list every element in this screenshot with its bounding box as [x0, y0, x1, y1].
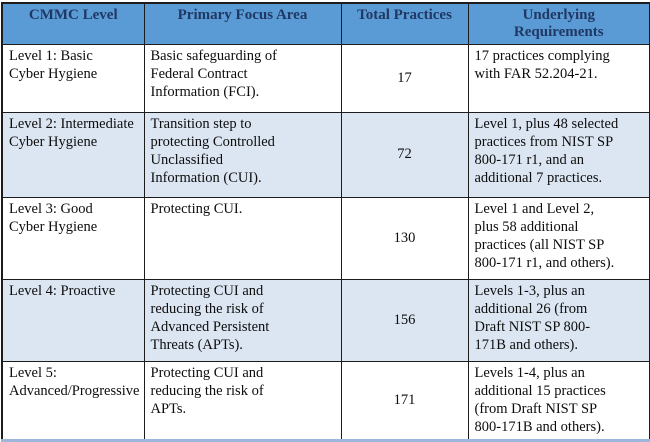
cell-primary-focus: Protecting CUI and reducing the risk of … [143, 278, 342, 362]
column-header-total-practices: Total Practices [340, 2, 469, 45]
table-row-level-2: Level 2: Intermediate Cyber Hygiene Tran… [1, 111, 650, 198]
cell-underlying-requirements: Level 1, plus 48 selected practices from… [467, 111, 650, 198]
table-row-level-3: Level 3: Good Cyber Hygiene Protecting C… [1, 196, 650, 280]
column-header-primary-focus-area: Primary Focus Area [143, 2, 342, 45]
column-header-cmmc-level: CMMC Level [1, 2, 145, 45]
cell-cmmc-level: Level 2: Intermediate Cyber Hygiene [1, 111, 145, 198]
cell-primary-focus: Transition step to protecting Controlled… [143, 111, 342, 198]
column-header-underlying-requirements: Underlying Requirements [467, 2, 650, 45]
cell-total-practices: 156 [340, 278, 469, 362]
cell-total-practices: 17 [340, 43, 469, 113]
header-row: CMMC Level Primary Focus Area Total Prac… [1, 2, 650, 45]
cell-cmmc-level: Level 1: Basic Cyber Hygiene [1, 43, 145, 113]
cell-underlying-requirements: Levels 1-3, plus an additional 26 (from … [467, 278, 650, 362]
cell-total-practices: 171 [340, 360, 469, 442]
cell-total-practices: 130 [340, 196, 469, 280]
cell-underlying-requirements: Levels 1-4, plus an additional 15 practi… [467, 360, 650, 442]
cell-underlying-requirements: Level 1 and Level 2, plus 58 additional … [467, 196, 650, 280]
cell-cmmc-level: Level 3: Good Cyber Hygiene [1, 196, 145, 280]
cell-primary-focus: Protecting CUI. [143, 196, 342, 280]
cell-primary-focus: Basic safeguarding of Federal Contract I… [143, 43, 342, 113]
cell-primary-focus: Protecting CUI and reducing the risk of … [143, 360, 342, 442]
table-row-level-5: Level 5: Advanced/Progressive Protecting… [1, 360, 650, 442]
cell-cmmc-level: Level 4: Proactive [1, 278, 145, 362]
cell-total-practices: 72 [340, 111, 469, 198]
table-row-level-1: Level 1: Basic Cyber Hygiene Basic safeg… [1, 43, 650, 113]
cell-underlying-requirements: 17 practices complying with FAR 52.204-2… [467, 43, 650, 113]
table-row-level-4: Level 4: Proactive Protecting CUI and re… [1, 278, 650, 362]
cell-cmmc-level: Level 5: Advanced/Progressive [1, 360, 145, 442]
